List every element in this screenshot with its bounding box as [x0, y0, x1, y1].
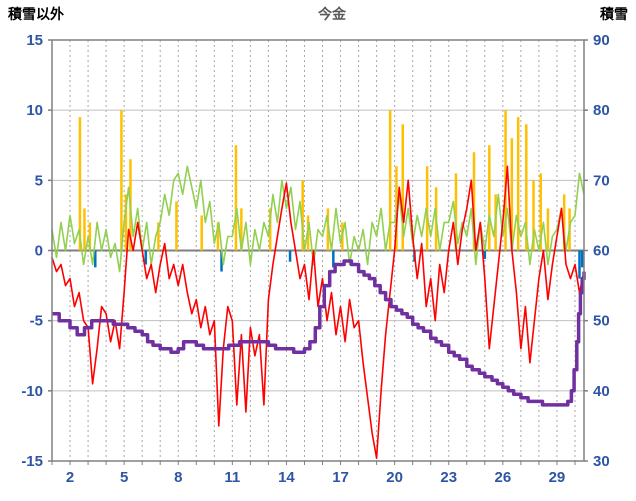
gridlines	[52, 40, 584, 461]
right-y-tick-label: 90	[593, 32, 610, 49]
series-red-line	[51, 165, 585, 460]
right-axis-title: 積雪	[600, 6, 628, 22]
left-y-tick-label: -15	[21, 453, 43, 470]
x-tick-label: 23	[440, 469, 457, 486]
x-tick-label: 2	[66, 469, 74, 486]
right-y-tick-label: 30	[593, 453, 610, 470]
right-y-tick-label: 50	[593, 313, 610, 330]
left-y-tick-label: -5	[30, 313, 43, 330]
left-y-tick-label: 5	[35, 172, 43, 189]
x-tick-label: 14	[278, 469, 295, 486]
polyline	[52, 259, 586, 407]
left-y-tick-label: 0	[35, 243, 43, 260]
chart-title: 今金	[318, 6, 346, 22]
chart-header: 積雪以外 今金 積雪	[8, 4, 628, 24]
x-tick-label: 8	[174, 469, 182, 486]
right-y-tick-label: 40	[593, 383, 610, 400]
x-tick-label: 5	[120, 469, 128, 486]
x-tick-label: 20	[386, 469, 403, 486]
right-y-tick-label: 60	[593, 243, 610, 260]
series-green-line	[51, 165, 585, 273]
polyline	[51, 165, 585, 273]
left-y-tick-label: 15	[26, 32, 43, 49]
series-purple-snow-depth-line	[52, 259, 586, 407]
left-y-tick-label: -10	[21, 383, 43, 400]
left-axis-title: 積雪以外	[8, 6, 64, 22]
right-y-tick-label: 70	[593, 172, 610, 189]
x-tick-label: 26	[495, 469, 512, 486]
polyline	[51, 165, 585, 460]
plot-frame	[48, 39, 588, 465]
left-y-tick-label: 10	[26, 102, 43, 119]
right-y-tick-label: 80	[593, 102, 610, 119]
x-tick-label: 17	[332, 469, 349, 486]
x-tick-label: 29	[549, 469, 566, 486]
series	[51, 110, 586, 460]
x-tick-label: 11	[224, 469, 240, 486]
